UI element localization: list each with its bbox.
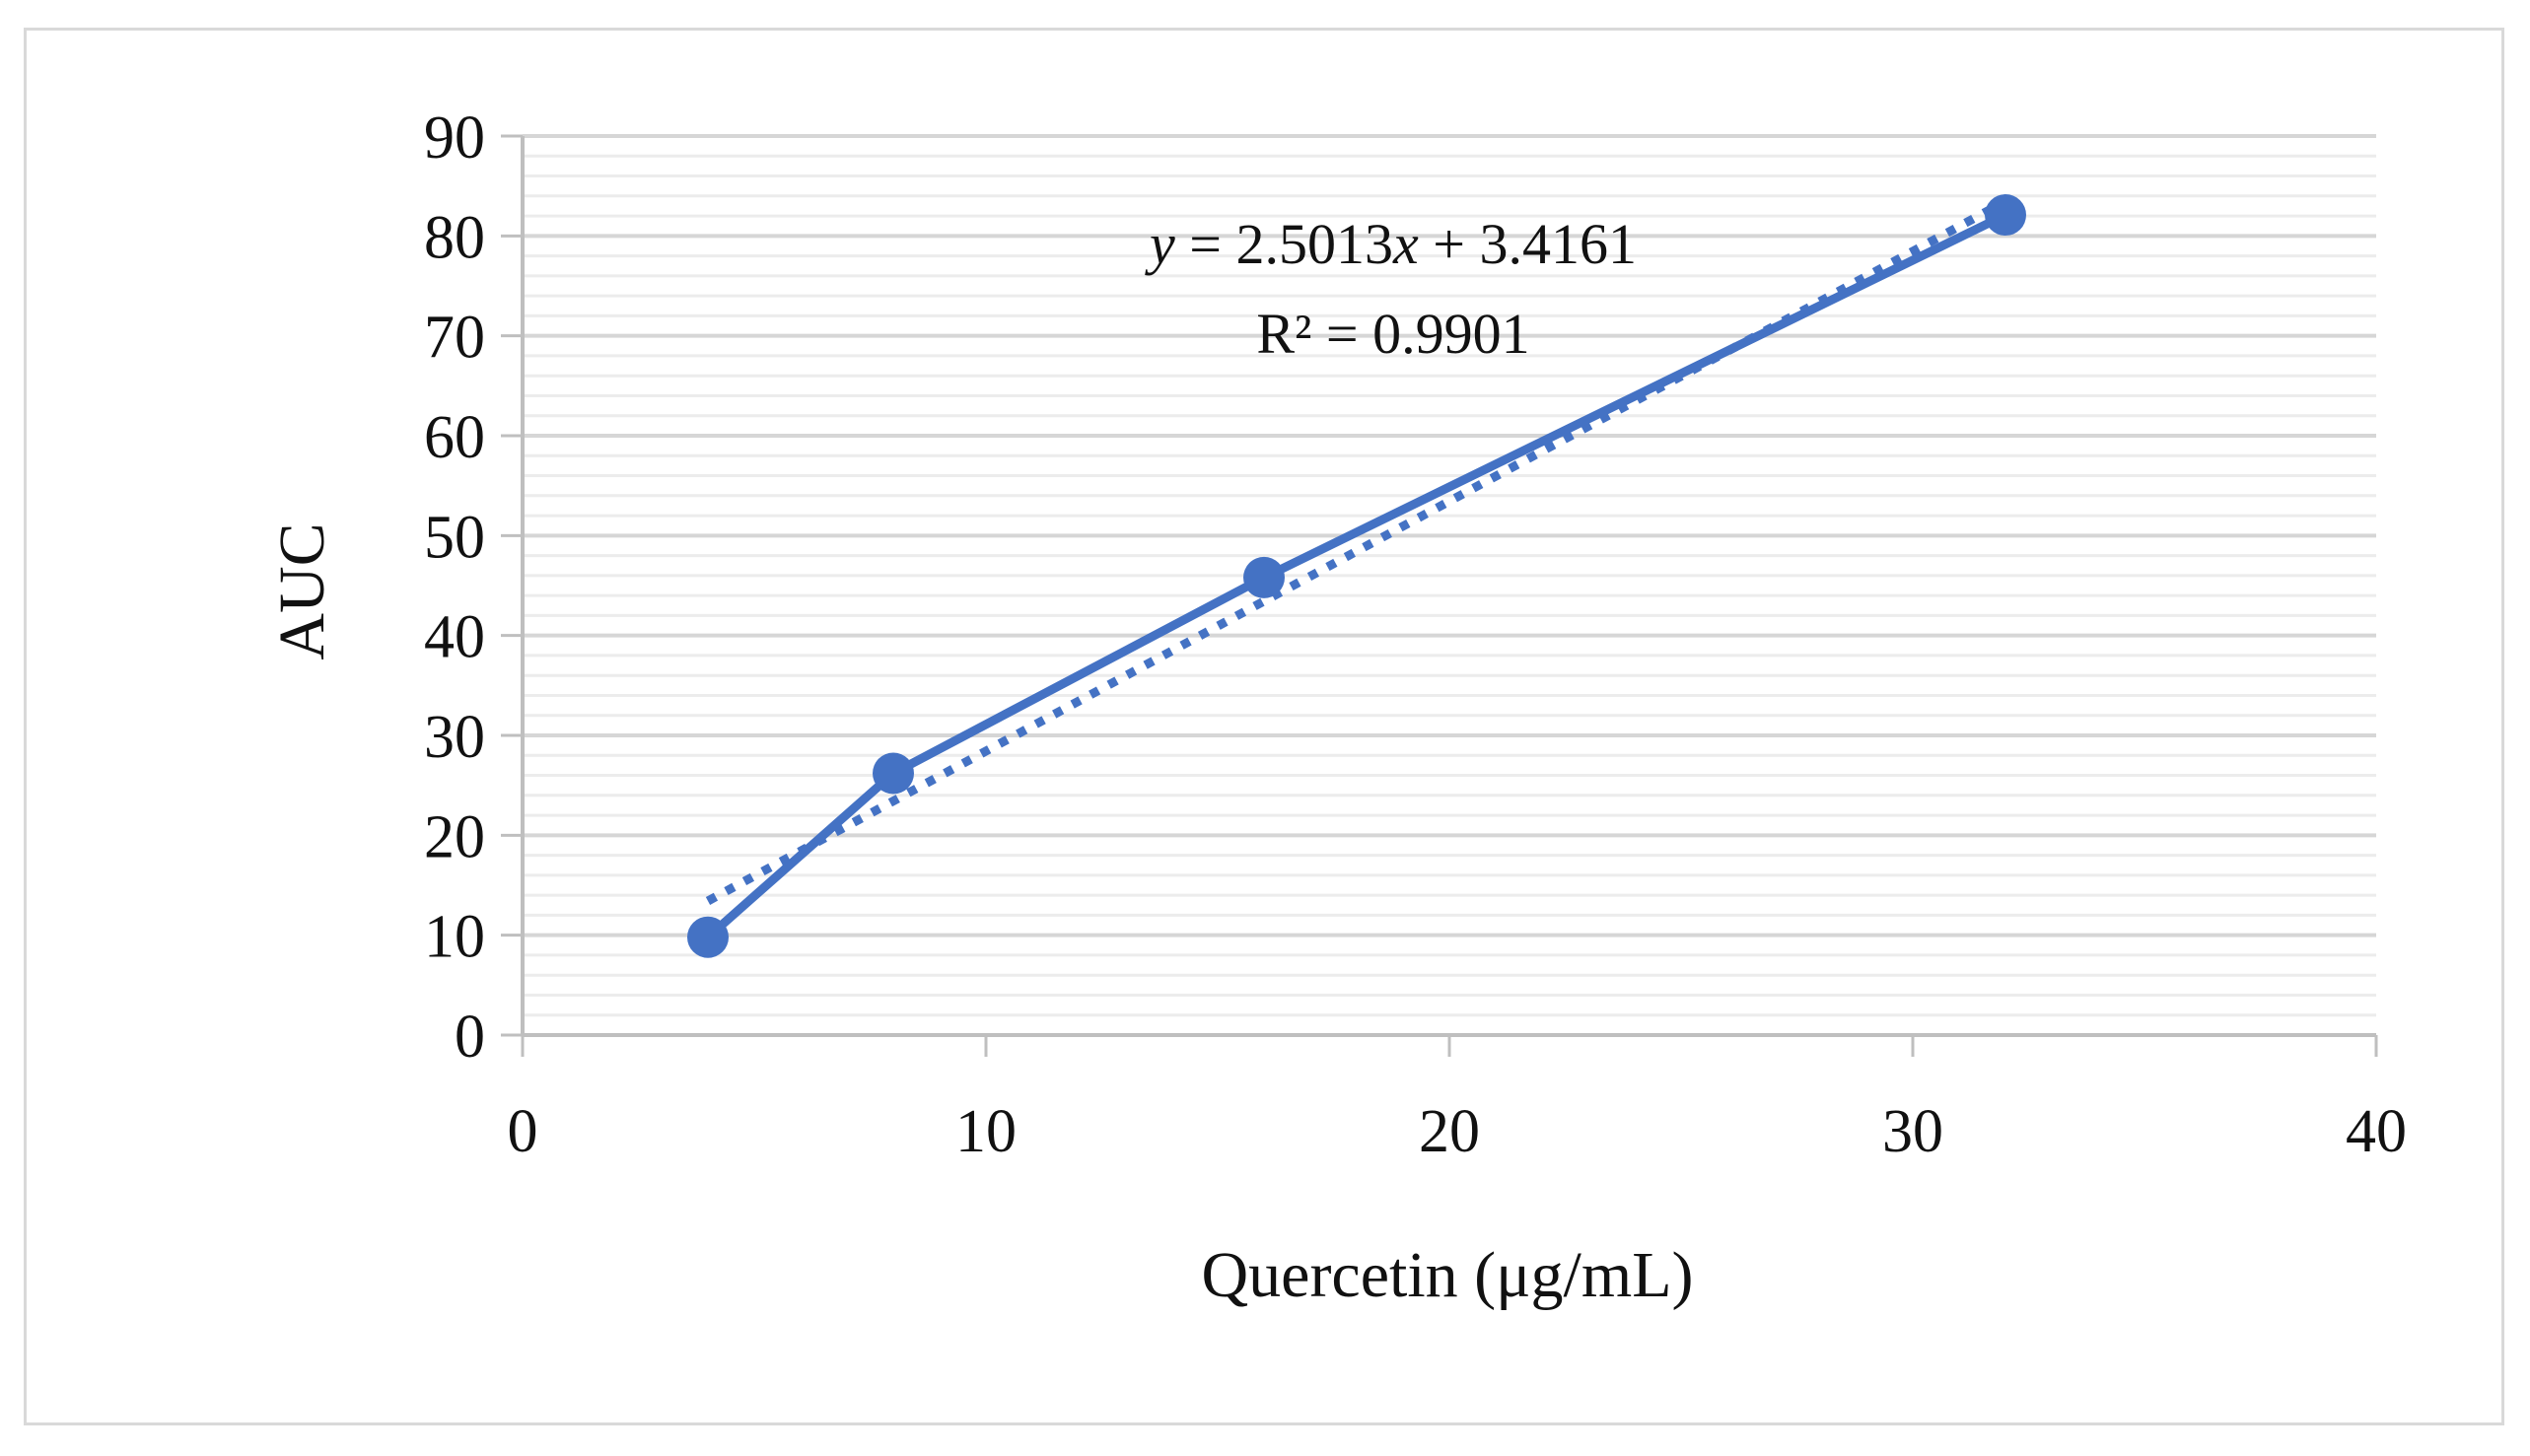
minor-gridlines bbox=[523, 154, 2376, 1017]
y-tick-label: 40 bbox=[424, 604, 485, 671]
y-axis-title: AUC bbox=[266, 522, 338, 659]
y-tick-labels: 0 10 20 30 40 50 60 70 80 90 bbox=[424, 104, 485, 1071]
series-line bbox=[703, 210, 2010, 942]
x-axis-title: Quercetin (μg/mL) bbox=[1201, 1239, 1693, 1311]
y-tick-label: 70 bbox=[424, 305, 485, 372]
y-tick-label: 90 bbox=[424, 104, 485, 172]
equation-y-var: y bbox=[1145, 212, 1175, 276]
y-tick-label: 80 bbox=[424, 204, 485, 271]
axes bbox=[501, 134, 2378, 1057]
trendline-equation: y = 2.5013x + 3.4161 bbox=[1145, 212, 1637, 276]
x-tick-label: 20 bbox=[1419, 1098, 1480, 1165]
x-tick-label: 10 bbox=[955, 1098, 1017, 1165]
r-squared-label: R² = 0.9901 bbox=[1256, 302, 1529, 366]
x-tick-labels: 0 10 20 30 40 bbox=[508, 1098, 2408, 1165]
x-tick-label: 30 bbox=[1882, 1098, 1943, 1165]
y-tick-label: 20 bbox=[424, 803, 485, 870]
data-point bbox=[873, 752, 914, 795]
series-group bbox=[687, 194, 2026, 958]
major-gridlines bbox=[523, 134, 2376, 937]
y-tick-label: 30 bbox=[424, 704, 485, 771]
y-tick-label: 60 bbox=[424, 404, 485, 471]
equation-intercept: + 3.4161 bbox=[1419, 212, 1637, 276]
equation-slope: = 2.5013 bbox=[1175, 212, 1393, 276]
chart-frame bbox=[24, 28, 2504, 1425]
x-tick-label: 40 bbox=[2346, 1098, 2407, 1165]
equation-x-var: x bbox=[1392, 212, 1419, 276]
y-tick-label: 50 bbox=[424, 504, 485, 571]
data-point bbox=[1985, 194, 2026, 237]
data-point bbox=[687, 916, 729, 958]
y-tick-label: 0 bbox=[455, 1004, 485, 1071]
x-tick-label: 0 bbox=[508, 1098, 538, 1165]
y-tick-label: 10 bbox=[424, 904, 485, 971]
data-point bbox=[1243, 556, 1285, 598]
